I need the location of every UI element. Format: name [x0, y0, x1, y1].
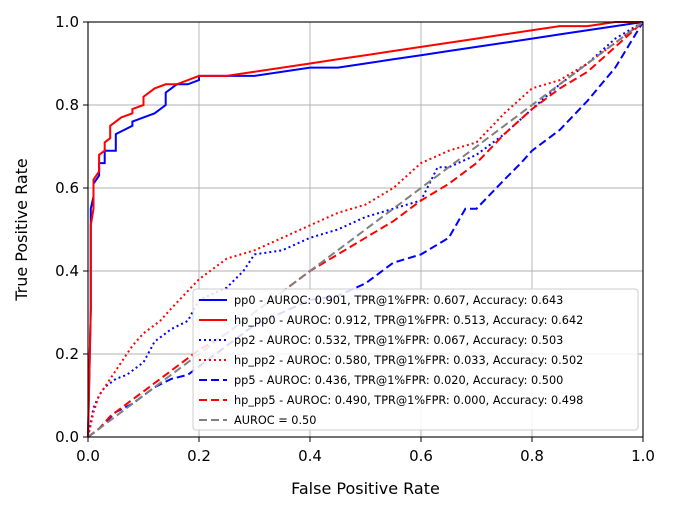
legend-entry: pp0 - AUROC: 0.901, TPR@1%FPR: 0.607, Ac… [234, 294, 563, 307]
x-tick-label: 0.6 [409, 447, 433, 465]
x-tick-label: 0.0 [76, 447, 100, 465]
legend-entry: pp5 - AUROC: 0.436, TPR@1%FPR: 0.020, Ac… [234, 374, 563, 387]
y-axis-label: True Positive Rate [12, 158, 31, 302]
legend-box [192, 288, 639, 431]
y-tick-label: 0.2 [55, 345, 79, 363]
series-line-hp-pp5 [87, 21, 644, 438]
legend: pp0 - AUROC: 0.901, TPR@1%FPR: 0.607, Ac… [192, 288, 639, 431]
plot-frame [87, 21, 644, 438]
y-tick-label: 1.0 [55, 13, 79, 31]
axis-ticks: 0.0 0.2 0.4 0.6 0.8 1.0 0.0 0.2 0.4 0.6 0.8 1.0 [55, 13, 655, 465]
legend-entry: AUROC = 0.50 [234, 414, 316, 427]
legend-entry: hp_pp5 - AUROC: 0.490, TPR@1%FPR: 0.000,… [234, 394, 583, 407]
legend-entry: pp2 - AUROC: 0.532, TPR@1%FPR: 0.067, Ac… [234, 334, 563, 347]
series-line-hp-pp2 [87, 21, 644, 438]
x-tick-label: 0.2 [187, 447, 211, 465]
x-tick-label: 0.8 [520, 447, 544, 465]
plot-area [87, 21, 644, 438]
y-tick-label: 0.4 [55, 262, 79, 280]
series-line-hp-pp0 [87, 21, 643, 438]
y-tick-label: 0.6 [55, 179, 79, 197]
y-tick-label: 0.0 [55, 428, 79, 446]
legend-entry: hp_pp0 - AUROC: 0.912, TPR@1%FPR: 0.513,… [234, 314, 583, 327]
x-tick-label: 1.0 [631, 447, 655, 465]
legend-entry: hp_pp2 - AUROC: 0.580, TPR@1%FPR: 0.033,… [234, 354, 583, 367]
x-axis-label: False Positive Rate [291, 479, 440, 498]
series-line-auroc-0-50 [87, 21, 644, 438]
x-tick-label: 0.4 [298, 447, 322, 465]
y-tick-label: 0.8 [55, 96, 79, 114]
